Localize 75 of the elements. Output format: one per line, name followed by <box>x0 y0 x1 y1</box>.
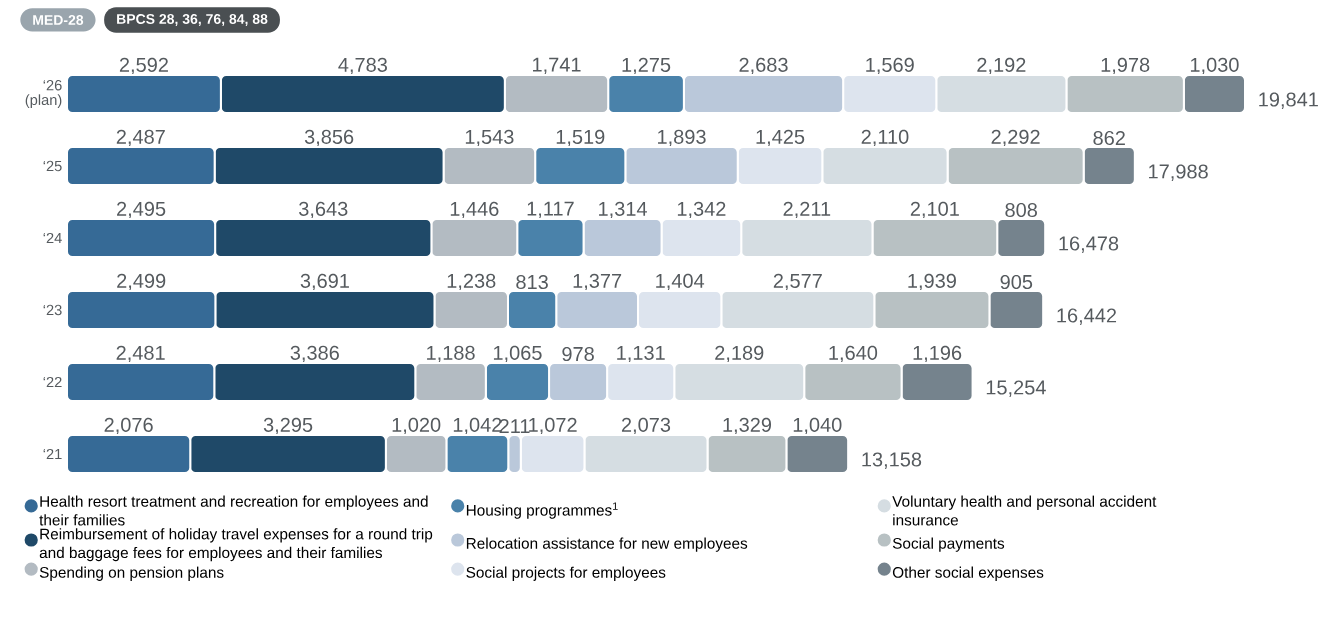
data-label: 1,065 <box>493 345 542 363</box>
data-label: 2,592 <box>119 57 168 75</box>
data-label: 2,076 <box>104 417 153 435</box>
data-label: 978 <box>562 346 594 362</box>
legend-label: Reimbursement of holiday travel expenses for a round trip and baggage fees for employees and their families <box>39 528 433 562</box>
y-tick-label: ‘21 <box>43 448 62 460</box>
data-label: 1,131 <box>617 345 665 363</box>
data-label: 2,211 <box>783 201 831 219</box>
legend-label: Social projects for employees <box>466 566 666 581</box>
data-label: 1,030 <box>1190 57 1239 75</box>
y-tick-label: ‘22 <box>43 376 62 388</box>
data-label: 1,188 <box>427 345 475 363</box>
data-label: 862 <box>1093 130 1125 146</box>
legend-label: Spending on pension plans <box>39 566 224 581</box>
data-label: 3,691 <box>300 273 349 291</box>
data-label: 1,741 <box>533 57 581 75</box>
y-tick-label: ‘23 <box>43 304 62 316</box>
data-label: 1,446 <box>450 201 499 219</box>
data-label: 2,292 <box>991 129 1040 147</box>
data-label: 2,495 <box>117 201 166 219</box>
data-label: 1,978 <box>1101 57 1150 75</box>
data-label: 2,192 <box>977 57 1026 75</box>
data-label: 1,329 <box>723 417 772 435</box>
legend-label: Relocation assistance for new employees <box>466 537 748 552</box>
data-label: 813 <box>516 274 548 290</box>
data-label: 905 <box>1000 274 1033 290</box>
data-label: 1,377 <box>573 273 622 291</box>
legend-label: Voluntary health and personal accident insurance <box>892 495 1157 526</box>
data-label: 1,569 <box>866 57 914 75</box>
data-label: 1,519 <box>556 129 605 147</box>
data-label: 2,481 <box>116 345 165 363</box>
data-label: 2,073 <box>621 417 671 435</box>
data-label: 1,543 <box>465 129 514 147</box>
total-label: 15,254 <box>986 380 1046 397</box>
data-label: 808 <box>1005 202 1037 218</box>
data-label: 2,499 <box>117 273 166 291</box>
data-label: 3,856 <box>304 129 354 147</box>
total-label: 17,988 <box>1149 164 1208 181</box>
data-label: 4,783 <box>338 57 387 75</box>
y-tick-label: ‘26 (plan) <box>25 80 62 108</box>
data-label: 1,275 <box>622 57 671 75</box>
y-tick-label: ‘24 <box>43 232 62 244</box>
data-label: 1,939 <box>908 273 956 291</box>
legend-label: Social payments <box>892 537 1005 552</box>
legend-label: Health resort treatment and recreation for employees and their families <box>39 495 428 526</box>
total-label: 16,478 <box>1059 236 1119 253</box>
y-tick-label: ‘25 <box>43 160 62 172</box>
data-label: 1,040 <box>793 417 842 435</box>
legend-label: Other social expenses <box>892 566 1044 581</box>
data-label: 1,342 <box>677 201 726 219</box>
data-label: 1,072 <box>529 417 577 435</box>
data-label: 3,643 <box>298 201 348 219</box>
data-label: 2,189 <box>715 345 764 363</box>
data-label: 1,238 <box>447 273 496 291</box>
data-label: 2,683 <box>739 57 788 75</box>
data-label: 2,110 <box>861 129 909 147</box>
total-label: 13,158 <box>862 452 922 469</box>
data-label: 2,577 <box>773 273 822 291</box>
total-label: 19,841 <box>1259 92 1318 109</box>
data-label: 3,386 <box>290 345 339 363</box>
data-label: 1,314 <box>599 201 647 219</box>
data-label: 3,295 <box>263 417 313 435</box>
data-label: 2,101 <box>910 201 959 219</box>
legend-label: Housing programmes$^{1}$ <box>466 502 618 519</box>
data-label: 1,020 <box>392 417 441 435</box>
data-label: 1,404 <box>656 273 705 291</box>
text: MED-28 <box>33 15 84 25</box>
data-label: 1,425 <box>756 129 805 147</box>
text: BPCS 28, 36, 76, 84, 88 <box>117 14 268 26</box>
data-label: 1,640 <box>829 345 878 363</box>
data-label: 1,196 <box>913 345 962 363</box>
data-label: 1,893 <box>658 129 706 147</box>
total-label: 16,442 <box>1057 308 1117 325</box>
data-label: 2,487 <box>116 129 165 147</box>
data-label: 1,117 <box>527 201 574 219</box>
